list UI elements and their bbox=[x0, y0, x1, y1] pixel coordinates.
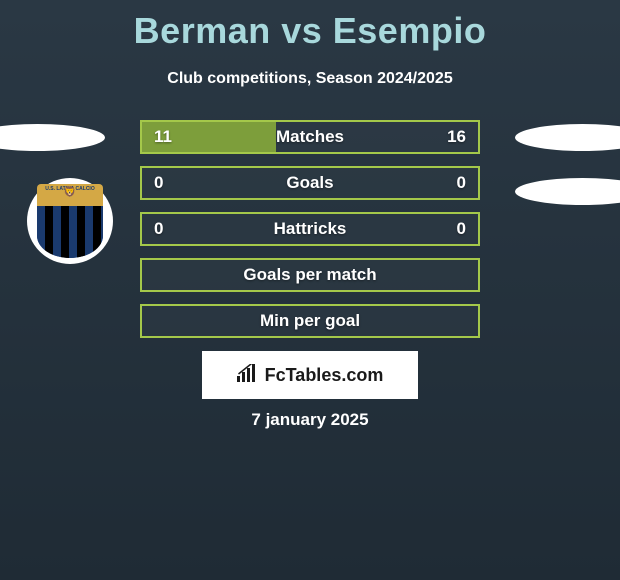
stat-row-goals: 0 Goals 0 bbox=[140, 166, 480, 200]
date-label: 7 january 2025 bbox=[0, 410, 620, 430]
stats-container: 11 Matches 16 0 Goals 0 0 Hattricks 0 Go… bbox=[140, 120, 480, 350]
stat-label: Matches bbox=[276, 127, 344, 147]
badge-lion-icon: 🦁 bbox=[64, 187, 76, 198]
stat-label: Hattricks bbox=[274, 219, 347, 239]
stat-row-mpg: Min per goal bbox=[140, 304, 480, 338]
badge-inner: U.S. LATINA CALCIO 🦁 bbox=[37, 184, 103, 258]
chart-icon bbox=[237, 364, 259, 387]
team-badge: U.S. LATINA CALCIO 🦁 bbox=[27, 178, 113, 264]
brand-label: FcTables.com bbox=[265, 365, 384, 386]
stat-left-value: 0 bbox=[154, 219, 163, 239]
stat-label: Goals bbox=[286, 173, 333, 193]
stat-left-value: 11 bbox=[154, 127, 172, 147]
right-decor-ellipse-1 bbox=[515, 124, 620, 151]
stat-label: Min per goal bbox=[260, 311, 360, 331]
stat-right-value: 0 bbox=[457, 173, 466, 193]
brand-box: FcTables.com bbox=[202, 351, 418, 399]
stat-row-hattricks: 0 Hattricks 0 bbox=[140, 212, 480, 246]
stat-right-value: 16 bbox=[447, 127, 466, 147]
subtitle: Club competitions, Season 2024/2025 bbox=[0, 70, 620, 88]
stat-right-value: 0 bbox=[457, 219, 466, 239]
stat-left-value: 0 bbox=[154, 173, 163, 193]
badge-shield: U.S. LATINA CALCIO 🦁 bbox=[37, 184, 103, 258]
stat-label: Goals per match bbox=[243, 265, 376, 285]
badge-stripes bbox=[37, 206, 103, 258]
page-title: Berman vs Esempio bbox=[0, 0, 620, 52]
right-decor-ellipse-2 bbox=[515, 178, 620, 205]
stat-row-matches: 11 Matches 16 bbox=[140, 120, 480, 154]
left-decor-ellipse bbox=[0, 124, 105, 151]
stat-row-gpm: Goals per match bbox=[140, 258, 480, 292]
